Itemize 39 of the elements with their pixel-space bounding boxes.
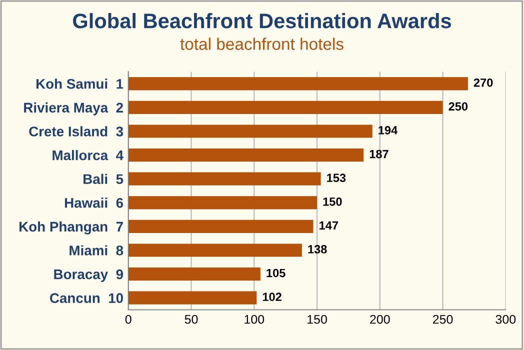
data-label: 250	[448, 102, 468, 111]
bar	[128, 244, 302, 257]
x-tick-label: 250	[432, 314, 453, 324]
x-tick-label: 50	[184, 314, 198, 324]
bar	[128, 172, 321, 186]
bar	[128, 124, 372, 138]
bar	[128, 291, 257, 304]
bar	[128, 77, 468, 90]
data-label: 138	[308, 245, 327, 254]
bar	[128, 268, 260, 281]
bar	[128, 220, 314, 233]
data-label: 147	[320, 221, 338, 230]
data-label: 270	[474, 78, 493, 87]
y-tick-label: Koh Samui 1	[36, 78, 124, 89]
x-tick-label: 150	[308, 314, 327, 324]
data-label: 102	[262, 292, 282, 302]
x-tick-label: 0	[125, 314, 132, 324]
data-label: 150	[323, 197, 342, 206]
bar	[128, 196, 318, 210]
data-label: 187	[370, 150, 388, 158]
y-tick-label: Riviera Maya 2	[24, 102, 123, 116]
y-tick-label: Koh Phangan 7	[20, 221, 123, 234]
chart-title: Global Beachfront Destination Awards	[73, 13, 452, 28]
bar	[128, 148, 364, 162]
y-tick-label: Miami 8	[70, 245, 124, 256]
bar	[128, 100, 443, 114]
y-tick-label: Crete Island 3	[29, 126, 124, 136]
x-tick-label: 300	[496, 314, 516, 324]
chart-subtitle: total beachfront hotels	[180, 38, 344, 50]
data-label: 105	[266, 268, 286, 278]
data-label: 153	[327, 174, 346, 182]
y-tick-label: Bali 5	[84, 174, 124, 184]
x-tick-label: 100	[244, 314, 264, 324]
y-tick-label: Hawaii 6	[65, 198, 124, 208]
x-tick-label: 200	[370, 314, 390, 324]
y-tick-label: Boracay 9	[54, 269, 124, 282]
y-tick-label: Cancun 10	[50, 293, 123, 304]
data-label: 194	[378, 126, 398, 134]
y-tick-label: Mallorca 4	[52, 150, 124, 160]
